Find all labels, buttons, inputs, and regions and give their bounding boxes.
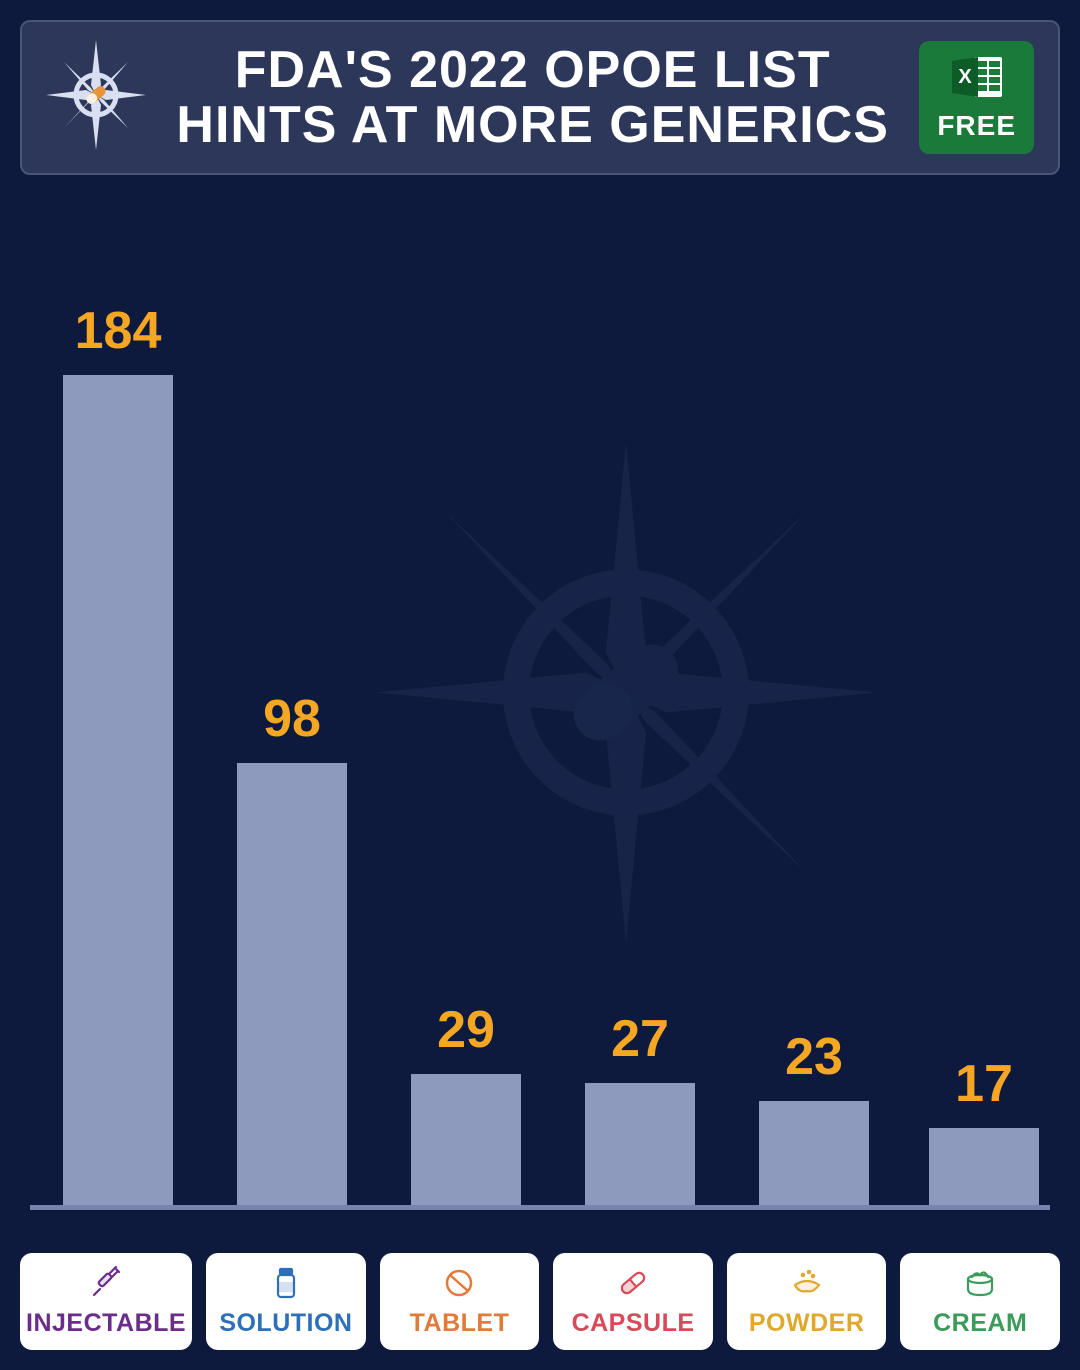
bar-value-label: 98 [263, 689, 321, 749]
bottle-icon [268, 1263, 304, 1303]
category-capsule[interactable]: CAPSULE [553, 1253, 713, 1350]
bar-1: 98 [237, 689, 347, 1205]
page-title: FDA'S 2022 OPOE LIST HINTS AT MORE GENER… [166, 43, 899, 152]
category-label: CAPSULE [572, 1309, 695, 1338]
category-label: CREAM [933, 1309, 1027, 1338]
bar-chart: 184 98 29 27 23 17 [30, 220, 1050, 1210]
category-row: INJECTABLE SOLUTION TABLET CAPSULE POWDER CRE… [20, 1253, 1060, 1350]
category-label: INJECTABLE [26, 1309, 186, 1338]
category-powder[interactable]: POWDER [727, 1253, 887, 1350]
bar-rect [411, 1074, 521, 1205]
category-label: POWDER [749, 1309, 865, 1338]
tablet-icon [441, 1263, 477, 1303]
free-badge-label: FREE [937, 110, 1016, 142]
bar-value-label: 29 [437, 1000, 495, 1060]
bar-value-label: 23 [785, 1027, 843, 1087]
category-cream[interactable]: CREAM [900, 1253, 1060, 1350]
syringe-icon [88, 1263, 124, 1303]
bar-value-label: 17 [955, 1054, 1013, 1114]
bar-0: 184 [63, 301, 173, 1205]
bar-2: 29 [411, 1000, 521, 1205]
bar-rect [759, 1101, 869, 1205]
chart-baseline [30, 1205, 1050, 1210]
bar-rect [237, 763, 347, 1205]
category-tablet[interactable]: TABLET [380, 1253, 540, 1350]
category-label: SOLUTION [219, 1309, 352, 1338]
category-injectable[interactable]: INJECTABLE [20, 1253, 192, 1350]
bar-rect [929, 1128, 1039, 1205]
bar-5: 17 [929, 1054, 1039, 1205]
title-line-2: HINTS AT MORE GENERICS [166, 98, 899, 153]
cream-icon [962, 1263, 998, 1303]
bar-rect [585, 1083, 695, 1205]
category-label: TABLET [410, 1309, 510, 1338]
category-solution[interactable]: SOLUTION [206, 1253, 366, 1350]
header-bar: FDA'S 2022 OPOE LIST HINTS AT MORE GENER… [20, 20, 1060, 175]
capsule-icon [615, 1263, 651, 1303]
bar-rect [63, 375, 173, 1205]
bar-3: 27 [585, 1009, 695, 1205]
excel-icon: X [950, 53, 1004, 106]
bar-value-label: 27 [611, 1009, 669, 1069]
bar-4: 23 [759, 1027, 869, 1205]
powder-icon [789, 1263, 825, 1303]
title-line-1: FDA'S 2022 OPOE LIST [166, 43, 899, 98]
svg-text:X: X [958, 66, 972, 88]
bar-value-label: 184 [75, 301, 162, 361]
free-download-badge[interactable]: X FREE [919, 41, 1034, 154]
compass-pill-icon [46, 40, 146, 155]
